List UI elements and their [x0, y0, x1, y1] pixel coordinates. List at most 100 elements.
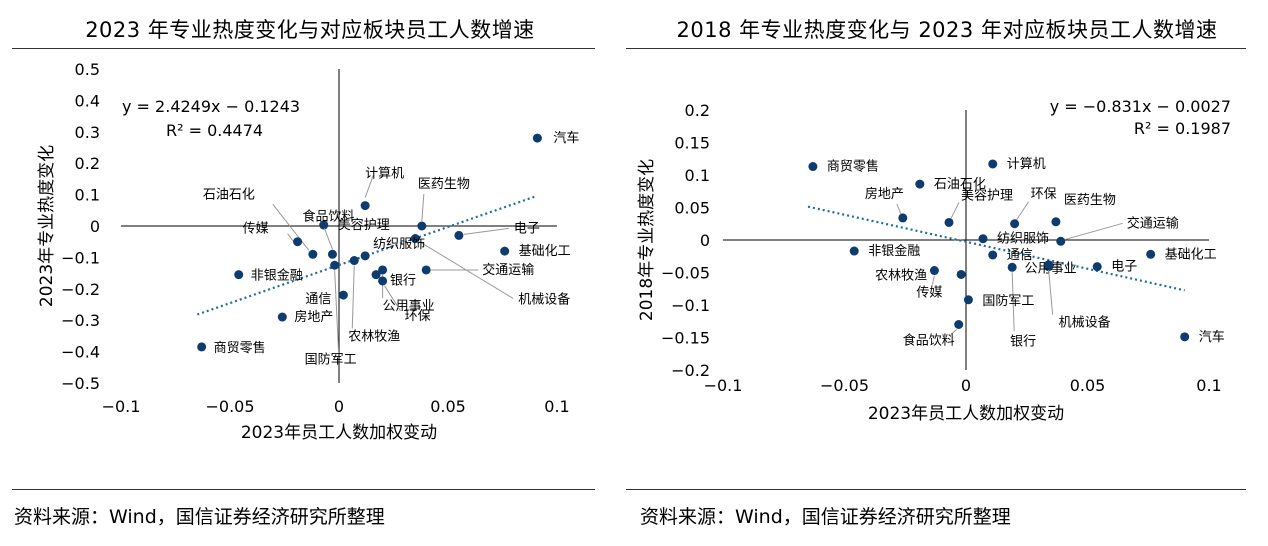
label-leader-line [421, 193, 425, 222]
data-point [349, 256, 359, 266]
data-point [1180, 332, 1190, 342]
data-point [360, 251, 370, 261]
data-point-label: 纺织服饰 [997, 232, 1049, 247]
data-point-label: 商贸零售 [214, 340, 266, 356]
data-point-label: 纺织服饰 [373, 237, 425, 252]
data-point-label: 机械设备 [518, 292, 570, 308]
regression-equation: y = 2.4249x − 0.1243 [122, 97, 300, 116]
data-point [915, 179, 925, 189]
x-tick-label: −0.1 [102, 397, 141, 416]
data-point [963, 295, 973, 305]
chart-title: 2023 年专业热度变化与对应板块员工人数增速 [85, 18, 535, 42]
data-point [929, 266, 939, 276]
data-point-label: 通信 [1007, 248, 1033, 263]
y-tick-label: 0.4 [75, 91, 100, 110]
y-tick-label: 0.1 [75, 186, 100, 205]
source-divider [12, 489, 595, 490]
label-leader-line [896, 203, 902, 215]
data-point [378, 276, 388, 286]
data-point [1044, 260, 1054, 270]
x-tick-label: −0.05 [205, 397, 254, 416]
data-point [410, 234, 420, 244]
y-tick-label: 0.1 [685, 166, 710, 185]
data-point [954, 320, 964, 329]
trendline [807, 205, 1185, 292]
data-point-label: 房地产 [294, 309, 333, 325]
data-point [944, 217, 954, 227]
y-tick-label: −0.05 [661, 264, 710, 283]
data-point-label: 医药生物 [418, 177, 470, 192]
data-point [1007, 262, 1017, 272]
data-point-label: 电子 [514, 221, 540, 236]
label-leader-line [384, 285, 402, 312]
data-point [898, 213, 908, 223]
data-point-label: 环保 [405, 309, 431, 324]
data-point [327, 249, 337, 259]
title-divider [626, 48, 1246, 49]
label-leader-line [364, 175, 374, 198]
y-tick-label: 0.05 [674, 199, 710, 218]
data-point-label: 农林牧渔 [348, 330, 400, 345]
r-squared: R² = 0.1987 [1134, 119, 1231, 138]
label-leader-line [351, 265, 355, 329]
label-leader-line [419, 241, 514, 299]
right-chart-panel: 2018 年专业热度变化与 2023 年对应板块员工人数增速 0.2 0.15 0.… [626, 0, 1268, 546]
x-axis-title: 2023年员工人数加权变动 [241, 423, 437, 443]
x-tick-label: 0.1 [544, 397, 569, 416]
data-point [234, 270, 244, 280]
y-tick-label: −0.3 [61, 311, 100, 330]
y-tick-label: 0 [90, 217, 100, 236]
label-leader-line [463, 227, 509, 235]
data-point-label: 传媒 [916, 286, 942, 301]
y-tick-label: −0.1 [671, 296, 710, 315]
scatter-plot-2018: 0.20.150.10.050−0.05−0.1−0.15−0.2−0.1 −0.… [637, 97, 1231, 424]
data-point [1092, 262, 1102, 272]
data-point-label: 环保 [1031, 187, 1057, 202]
data-point [378, 265, 388, 275]
data-point [1051, 217, 1061, 227]
label-leader-line [287, 233, 294, 242]
data-point [421, 265, 431, 275]
data-point-label: 国防军工 [305, 351, 357, 367]
y-tick-label: 0.2 [685, 101, 710, 120]
y-tick-label: 0.15 [674, 134, 710, 153]
source-note: 资料来源：Wind，国信证券经济研究所整理 [14, 506, 385, 528]
data-point [197, 342, 207, 352]
left-chart-panel: 2023 年专业热度变化与对应板块员工人数增速 0.5 0.4 0.3 0.2 0.1 0… [0, 0, 620, 546]
x-axis-title: 2023年员工人数加权变动 [868, 404, 1064, 424]
data-point [1146, 249, 1156, 259]
chart-title: 2018 年专业热度变化与 2023 年对应板块员工人数增速 [676, 18, 1218, 42]
data-point-label: 石油石化 [203, 187, 255, 202]
y-tick-label: −0.1 [61, 248, 100, 267]
y-axis-title: 2018年专业热度变化 [637, 159, 657, 321]
data-point [1056, 236, 1066, 246]
y-axis-title: 2023年专业热度变化 [37, 145, 57, 307]
label-leader-line [1065, 222, 1123, 240]
data-point-label: 非银金融 [251, 268, 303, 284]
data-point-label: 食品饮料 [903, 333, 955, 349]
x-tick-label: 0 [961, 376, 971, 395]
data-point [454, 230, 464, 240]
data-point-label: 美容护理 [338, 217, 390, 233]
y-tick-label: 0.2 [75, 154, 100, 173]
data-point-label: 农林牧渔 [875, 268, 927, 283]
data-point [808, 162, 818, 172]
data-point-label: 房地产 [865, 186, 904, 202]
data-point-label: 基础化工 [519, 244, 571, 259]
data-point [1010, 219, 1020, 229]
data-point-label: 传媒 [243, 222, 269, 237]
regression-equation: y = −0.831x − 0.0027 [1050, 97, 1231, 116]
data-point [500, 246, 510, 256]
scatter-plot-2023: 0.50.40.30.20.10−0.1−0.2−0.3−0.4−0.5−0.1… [37, 60, 579, 443]
data-point-label: 食品饮料 [302, 208, 354, 224]
source-divider [626, 489, 1246, 490]
y-tick-label: −0.5 [61, 374, 100, 393]
x-tick-label: 0.1 [1196, 376, 1221, 395]
y-tick-label: 0.5 [75, 60, 100, 79]
data-point-label: 商贸零售 [827, 159, 879, 175]
label-leader-line [323, 228, 333, 250]
data-point-label: 公用事业 [1025, 262, 1077, 277]
label-leader-line [334, 270, 340, 354]
data-point [988, 159, 998, 169]
label-leader-line [1048, 269, 1054, 315]
